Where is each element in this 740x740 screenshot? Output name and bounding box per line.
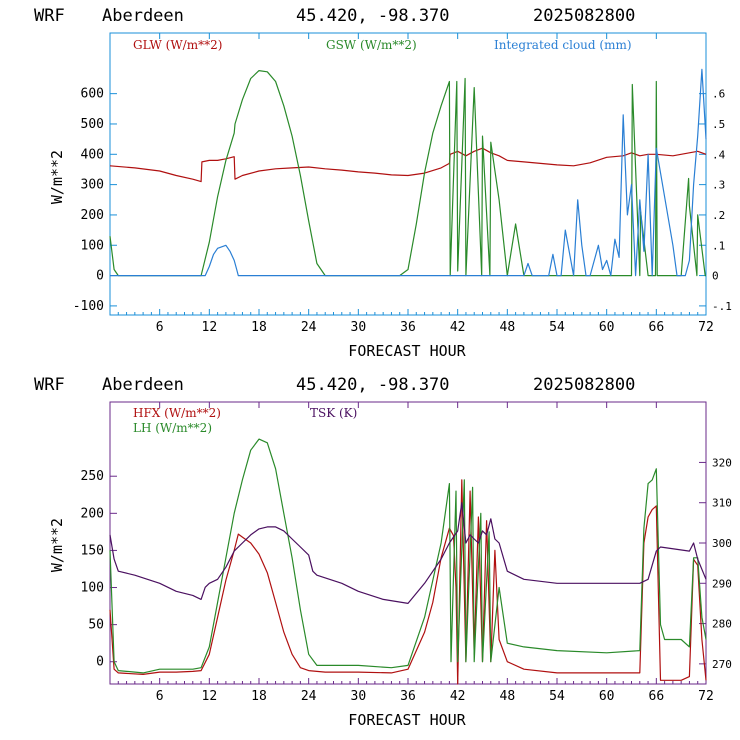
panel2-plot: 6 12 18 24 30 36 42 48 54 60 66 72 0 50 100 150 200 250 27…: [81, 401, 732, 704]
panel1-y-tick-label: 200: [81, 208, 104, 223]
panel2-y2-tick-label: 290: [712, 577, 732, 590]
panel2-legend-tsk: TSK (K): [310, 406, 357, 420]
panel1-y-tick-label: 600: [81, 87, 104, 102]
panel1-y-tick-label: 0: [96, 269, 104, 284]
panel1-x-tick-label: 36: [400, 320, 416, 335]
panel1-y-tick-label: 500: [81, 117, 104, 132]
panel2-legend-hfx: HFX (W/m**2): [133, 406, 221, 420]
panel1-title-station: Aberdeen: [102, 6, 184, 26]
panel1-x-tick-label: 12: [202, 320, 218, 335]
panel1-y2-tick-label: .6: [712, 88, 725, 101]
panel2-title-init: 2025082800: [533, 375, 635, 395]
panel2-y-tick-label: 100: [81, 581, 104, 596]
panel2-y2-tick-label: 280: [712, 618, 732, 631]
panel2-series-hfx-w-m: [109, 479, 707, 685]
panel1-x-tick-label: 30: [351, 320, 367, 335]
panel1-x-tick-label: 18: [251, 320, 267, 335]
panel1-series-integrated-cloud-mm: [110, 68, 707, 277]
panel2-y-tick-label: 200: [81, 506, 104, 521]
panel2-legend-lh: LH (W/m**2): [133, 421, 212, 435]
panel1-x-tick-label: 60: [599, 320, 615, 335]
panel1-series-glw-w-m: [109, 147, 707, 183]
panel2-x-tick-label: 48: [500, 689, 516, 704]
panel1-x-tick-label: 24: [301, 320, 317, 335]
panel2-x-tick-label: 42: [450, 689, 466, 704]
panel1-y2-tick-label: .2: [712, 209, 725, 222]
panel1-title-init: 2025082800: [533, 6, 635, 26]
panel1-y-axis-label: W/m**2: [48, 150, 66, 204]
panel2-x-tick-label: 36: [400, 689, 416, 704]
panel2-series-lh-w-m: [109, 438, 707, 674]
panel1-y2-tick-label: -.1: [712, 300, 732, 313]
panel2-x-tick-label: 30: [351, 689, 367, 704]
panel1-x-tick-label: 72: [698, 320, 714, 335]
panel1-legend-cloud: Integrated cloud (mm): [494, 38, 632, 52]
panel1-frame: [109, 32, 707, 316]
panel2-x-tick-label: 66: [649, 689, 665, 704]
panel1-y2-tick-label: .4: [712, 148, 726, 161]
panel2-y-axis-label: W/m**2: [48, 518, 66, 572]
panel1-x-tick-label: 6: [156, 320, 164, 335]
panel2-y2-tick-label: 320: [712, 456, 732, 469]
panel2-y2-tick-label: 300: [712, 537, 732, 550]
panel1-series-gsw-w-m: [109, 70, 706, 277]
panel1-y2-tick-label: .3: [712, 179, 725, 192]
panel2-x-tick-label: 12: [202, 689, 218, 704]
panel1-y-tick-label: -100: [73, 299, 104, 314]
panel1-legend-glw: GLW (W/m**2): [133, 38, 222, 52]
panel1-x-tick-label: 48: [500, 320, 516, 335]
panel1-legend-gsw: GSW (W/m**2): [326, 38, 417, 52]
panel1-title-model: WRF: [34, 6, 65, 26]
panel1-y-tick-label: 300: [81, 178, 104, 193]
panel2-x-tick-label: 24: [301, 689, 317, 704]
panel2-x-tick-label: 18: [251, 689, 267, 704]
panel2-x-tick-label: 60: [599, 689, 615, 704]
panel2-series-tsk-k: [109, 502, 707, 604]
panel1-y-tick-label: 100: [81, 238, 104, 253]
panel2-x-tick-label: 6: [156, 689, 164, 704]
panel1-title-coords: 45.420, -98.370: [296, 6, 450, 26]
panel1-x-tick-label: 42: [450, 320, 466, 335]
panel2-x-tick-label: 54: [549, 689, 565, 704]
panel1-x-axis-label: FORECAST HOUR: [348, 342, 466, 360]
panel1-x-tick-label: 66: [649, 320, 665, 335]
panel2-title-model: WRF: [34, 375, 65, 395]
panel1-y2-tick-label: 0: [712, 270, 719, 283]
panel1-y-tick-label: 400: [81, 147, 104, 162]
panel1-x-tick-label: 54: [549, 320, 565, 335]
panel2-y-tick-label: 0: [96, 655, 104, 670]
panel1-plot: 6 12 18 24 30 36 42 48 54 60 66 72 -100 0 100 200 300 400…: [73, 32, 732, 335]
panel1-y2-tick-label: .1: [712, 239, 725, 252]
panel2-y2-tick-label: 270: [712, 658, 732, 671]
panel2-y2-tick-label: 310: [712, 497, 732, 510]
panel2-title-coords: 45.420, -98.370: [296, 375, 450, 395]
panel2-y-tick-label: 250: [81, 469, 104, 484]
panel2-y-tick-label: 150: [81, 543, 104, 558]
panel2-x-tick-label: 72: [698, 689, 714, 704]
panel2-x-axis-label: FORECAST HOUR: [348, 711, 466, 729]
panel2-frame: [109, 401, 707, 685]
panel2-y-tick-label: 50: [88, 618, 104, 633]
panel2-title-station: Aberdeen: [102, 375, 184, 395]
panel1-y2-tick-label: .5: [712, 118, 725, 131]
